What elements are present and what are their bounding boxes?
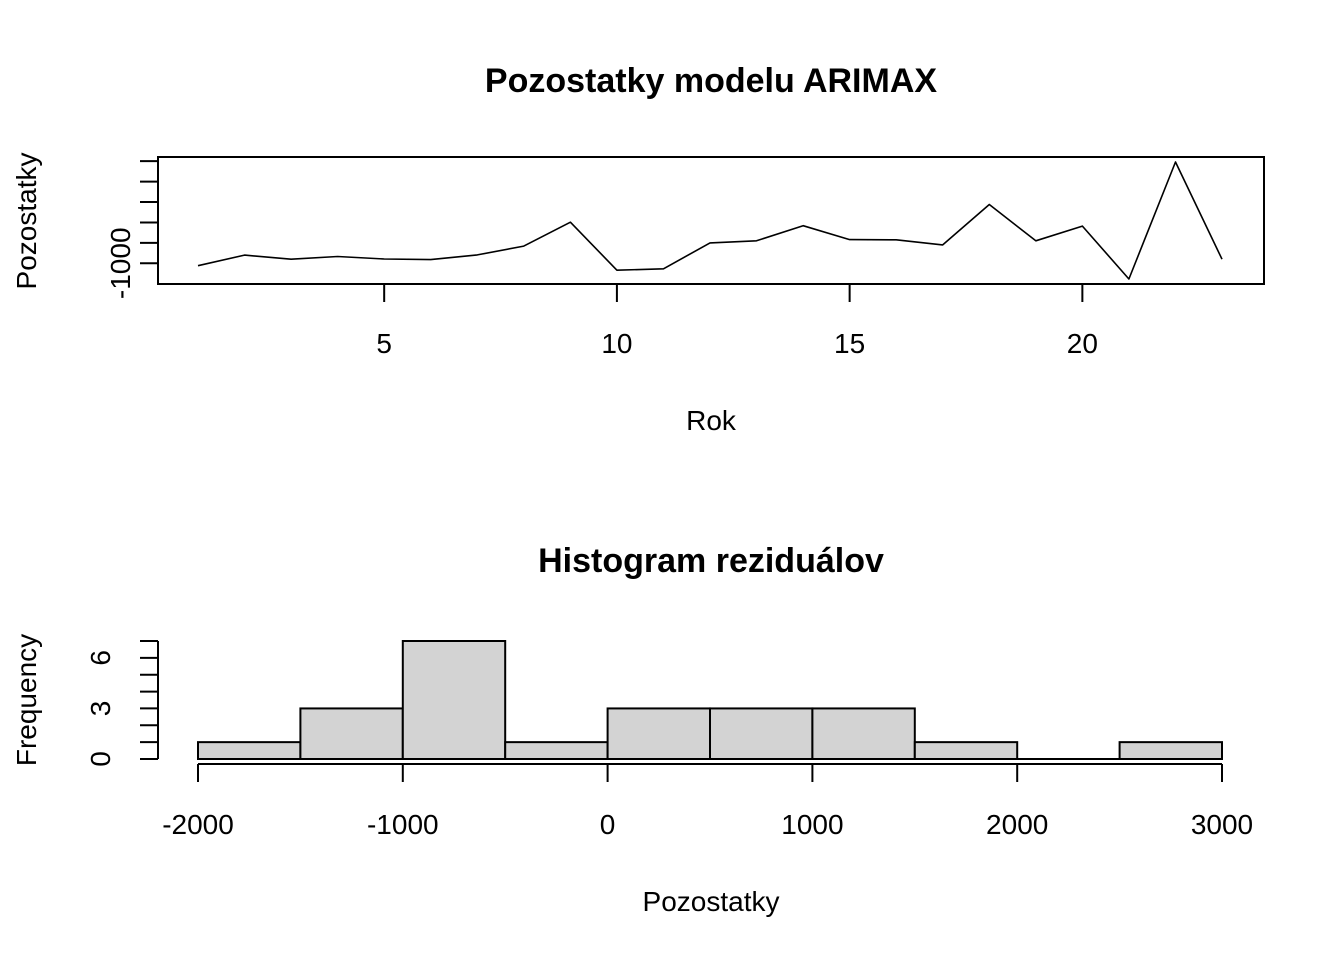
bottom-y-tick-label: 6 [85, 650, 116, 666]
histogram-bar [401, 640, 507, 760]
residual-series-line [197, 161, 1223, 280]
histogram-bar [504, 741, 609, 761]
bottom-x-tick-label: -1000 [367, 809, 439, 840]
histogram-bar [1118, 741, 1223, 761]
bottom-x-axis: -2000 -1000 0 1000 2000 3000 [162, 763, 1253, 840]
bottom-x-tick-label: 1000 [781, 809, 843, 840]
bottom-chart-title: Histogram reziduálov [538, 542, 884, 580]
residuals-histogram: Histogram reziduálov 0 3 6 -2000 -1000 0 1000… [11, 542, 1253, 917]
top-chart-title: Pozostatky modelu ARIMAX [485, 62, 937, 100]
top-series [197, 161, 1223, 280]
bottom-y-tick-label: 3 [85, 701, 116, 717]
bottom-x-tick-label: 3000 [1191, 809, 1253, 840]
top-x-tick-label: 15 [834, 328, 865, 359]
histogram-bar [913, 741, 1019, 761]
bottom-y-axis-label: Frequency [11, 634, 42, 766]
bottom-x-tick-label: -2000 [162, 809, 234, 840]
top-y-axis: -1000 [105, 160, 158, 299]
bottom-y-axis: 0 3 6 [85, 640, 159, 767]
top-x-axis-label: Rok [686, 405, 737, 436]
bottom-x-tick-label: 2000 [986, 809, 1048, 840]
bottom-x-tick-label: 0 [600, 809, 616, 840]
top-x-tick-label: 20 [1067, 328, 1098, 359]
histogram-bar [811, 707, 916, 761]
top-y-tick-label: -1000 [105, 227, 136, 299]
histogram-bar [197, 741, 302, 761]
residuals-line-chart: Pozostatky modelu ARIMAX -1000 5 10 15 20 R… [11, 62, 1265, 436]
top-plot-frame [157, 156, 1265, 285]
histogram-bar [709, 707, 814, 761]
histogram-bar [299, 707, 404, 761]
top-x-axis: 5 10 15 20 [376, 284, 1098, 359]
top-y-axis-label: Pozostatky [11, 153, 42, 290]
top-x-tick-label: 10 [601, 328, 632, 359]
histogram-bar [606, 707, 711, 761]
bottom-x-axis-label: Pozostatky [643, 886, 780, 917]
top-x-tick-label: 5 [376, 328, 392, 359]
histogram-bars [197, 640, 1223, 761]
bottom-y-tick-label: 0 [85, 751, 116, 767]
